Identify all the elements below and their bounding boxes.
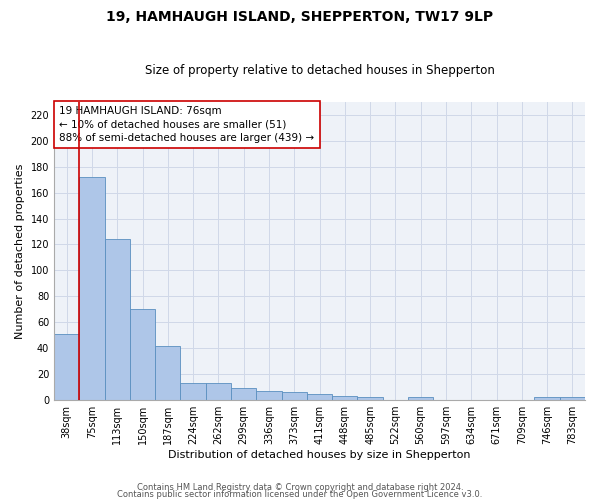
Bar — [281, 392, 307, 400]
Bar — [181, 383, 206, 400]
Bar — [130, 310, 155, 400]
Bar — [408, 398, 433, 400]
Bar — [535, 398, 560, 400]
Bar — [79, 177, 104, 400]
Bar — [54, 334, 79, 400]
Bar — [332, 396, 358, 400]
Title: Size of property relative to detached houses in Shepperton: Size of property relative to detached ho… — [145, 64, 494, 77]
Text: Contains public sector information licensed under the Open Government Licence v3: Contains public sector information licen… — [118, 490, 482, 499]
X-axis label: Distribution of detached houses by size in Shepperton: Distribution of detached houses by size … — [168, 450, 471, 460]
Bar — [206, 383, 231, 400]
Bar — [358, 398, 383, 400]
Text: 19 HAMHAUGH ISLAND: 76sqm
← 10% of detached houses are smaller (51)
88% of semi-: 19 HAMHAUGH ISLAND: 76sqm ← 10% of detac… — [59, 106, 314, 142]
Bar — [307, 394, 332, 400]
Bar — [104, 240, 130, 400]
Text: Contains HM Land Registry data © Crown copyright and database right 2024.: Contains HM Land Registry data © Crown c… — [137, 484, 463, 492]
Bar — [560, 398, 585, 400]
Bar — [231, 388, 256, 400]
Y-axis label: Number of detached properties: Number of detached properties — [15, 163, 25, 338]
Text: 19, HAMHAUGH ISLAND, SHEPPERTON, TW17 9LP: 19, HAMHAUGH ISLAND, SHEPPERTON, TW17 9L… — [106, 10, 494, 24]
Bar — [155, 346, 181, 400]
Bar — [256, 391, 281, 400]
